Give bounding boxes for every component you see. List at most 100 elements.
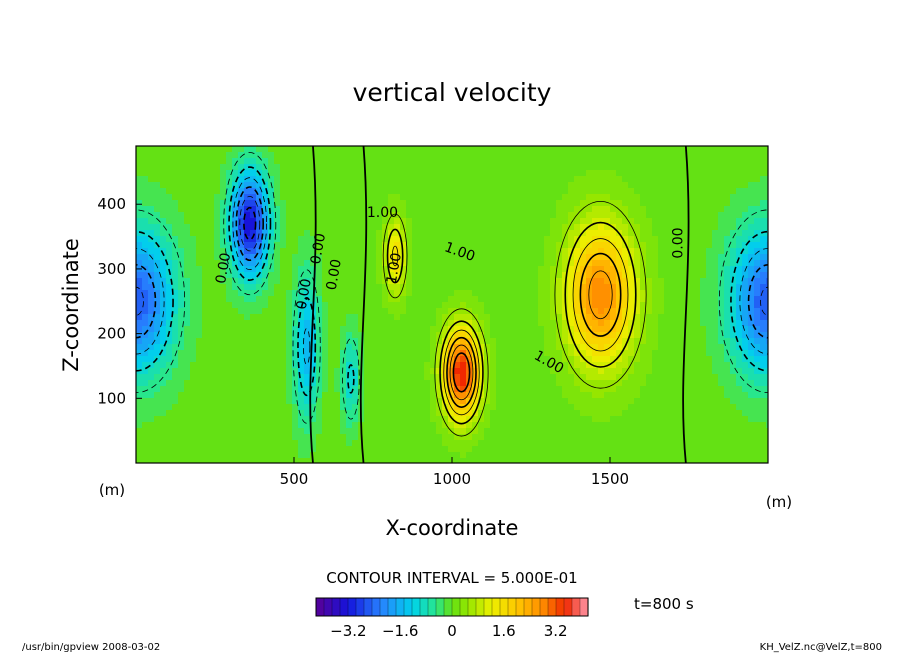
field-cell (352, 314, 359, 321)
field-cell (586, 398, 593, 405)
field-cell (724, 356, 731, 363)
field-cell (322, 152, 329, 159)
field-cell (154, 194, 161, 201)
field-cell (154, 152, 161, 159)
field-cell (196, 302, 203, 309)
field-cell (268, 290, 275, 297)
field-cell (496, 224, 503, 231)
field-cell (718, 374, 725, 381)
field-cell (292, 224, 299, 231)
field-cell (376, 374, 383, 381)
field-cell (316, 350, 323, 357)
field-cell (256, 284, 263, 291)
field-cell (766, 320, 768, 327)
field-cell (532, 242, 539, 249)
field-cell (736, 320, 743, 327)
field-cell (640, 332, 647, 339)
field-cell (358, 320, 365, 327)
field-cell (136, 212, 143, 219)
field-cell (484, 368, 491, 375)
field-cell (688, 398, 695, 405)
field-cell (454, 254, 461, 261)
field-cell (430, 254, 437, 261)
field-cell (292, 320, 299, 327)
field-cell (154, 188, 161, 195)
field-cell (646, 236, 653, 243)
field-cell (754, 260, 761, 267)
field-cell (400, 272, 407, 279)
field-cell (460, 230, 467, 237)
field-cell (160, 296, 167, 303)
field-cell (514, 260, 521, 267)
field-cell (766, 152, 768, 159)
field-cell (448, 362, 455, 369)
field-cell (148, 416, 155, 423)
field-cell (586, 182, 593, 189)
field-cell (652, 314, 659, 321)
field-cell (340, 206, 347, 213)
field-cell (430, 392, 437, 399)
field-cell (178, 194, 185, 201)
field-cell (418, 410, 425, 417)
field-cell (316, 176, 323, 183)
field-cell (364, 266, 371, 273)
field-cell (328, 410, 335, 417)
field-cell (316, 218, 323, 225)
field-cell (622, 320, 629, 327)
field-cell (658, 248, 665, 255)
field-cell (376, 386, 383, 393)
field-cell (724, 194, 731, 201)
field-cell (550, 260, 557, 267)
field-cell (274, 392, 281, 399)
field-cell (682, 242, 689, 249)
field-cell (760, 224, 767, 231)
field-cell (640, 236, 647, 243)
field-cell (490, 200, 497, 207)
field-cell (766, 380, 768, 387)
field-cell (418, 362, 425, 369)
field-cell (256, 314, 263, 321)
field-cell (472, 194, 479, 201)
field-cell (388, 272, 395, 279)
field-cell (394, 368, 401, 375)
field-cell (496, 338, 503, 345)
field-cell (430, 410, 437, 417)
field-cell (490, 254, 497, 261)
field-cell (376, 272, 383, 279)
field-cell (478, 338, 485, 345)
field-cell (568, 314, 575, 321)
field-cell (190, 206, 197, 213)
field-cell (700, 206, 707, 213)
field-cell (466, 272, 473, 279)
field-cell (628, 284, 635, 291)
field-cell (178, 326, 185, 333)
field-cell (478, 158, 485, 165)
field-cell (406, 314, 413, 321)
field-cell (148, 368, 155, 375)
field-cell (544, 332, 551, 339)
field-cell (298, 398, 305, 405)
field-cell (238, 422, 245, 429)
field-cell (646, 314, 653, 321)
field-cell (166, 332, 173, 339)
field-cell (310, 176, 317, 183)
field-cell (184, 368, 191, 375)
field-cell (442, 374, 449, 381)
field-cell (268, 314, 275, 321)
field-cell (430, 416, 437, 423)
field-cell (148, 398, 155, 405)
field-cell (442, 416, 449, 423)
field-cell (580, 194, 587, 201)
field-cell (754, 218, 761, 225)
field-cell (736, 152, 743, 159)
field-cell (280, 290, 287, 297)
field-cell (526, 314, 533, 321)
field-cell (586, 242, 593, 249)
field-cell (418, 350, 425, 357)
field-cell (382, 398, 389, 405)
field-cell (400, 338, 407, 345)
field-cell (532, 386, 539, 393)
field-cell (424, 290, 431, 297)
field-cell (532, 194, 539, 201)
field-cell (484, 176, 491, 183)
